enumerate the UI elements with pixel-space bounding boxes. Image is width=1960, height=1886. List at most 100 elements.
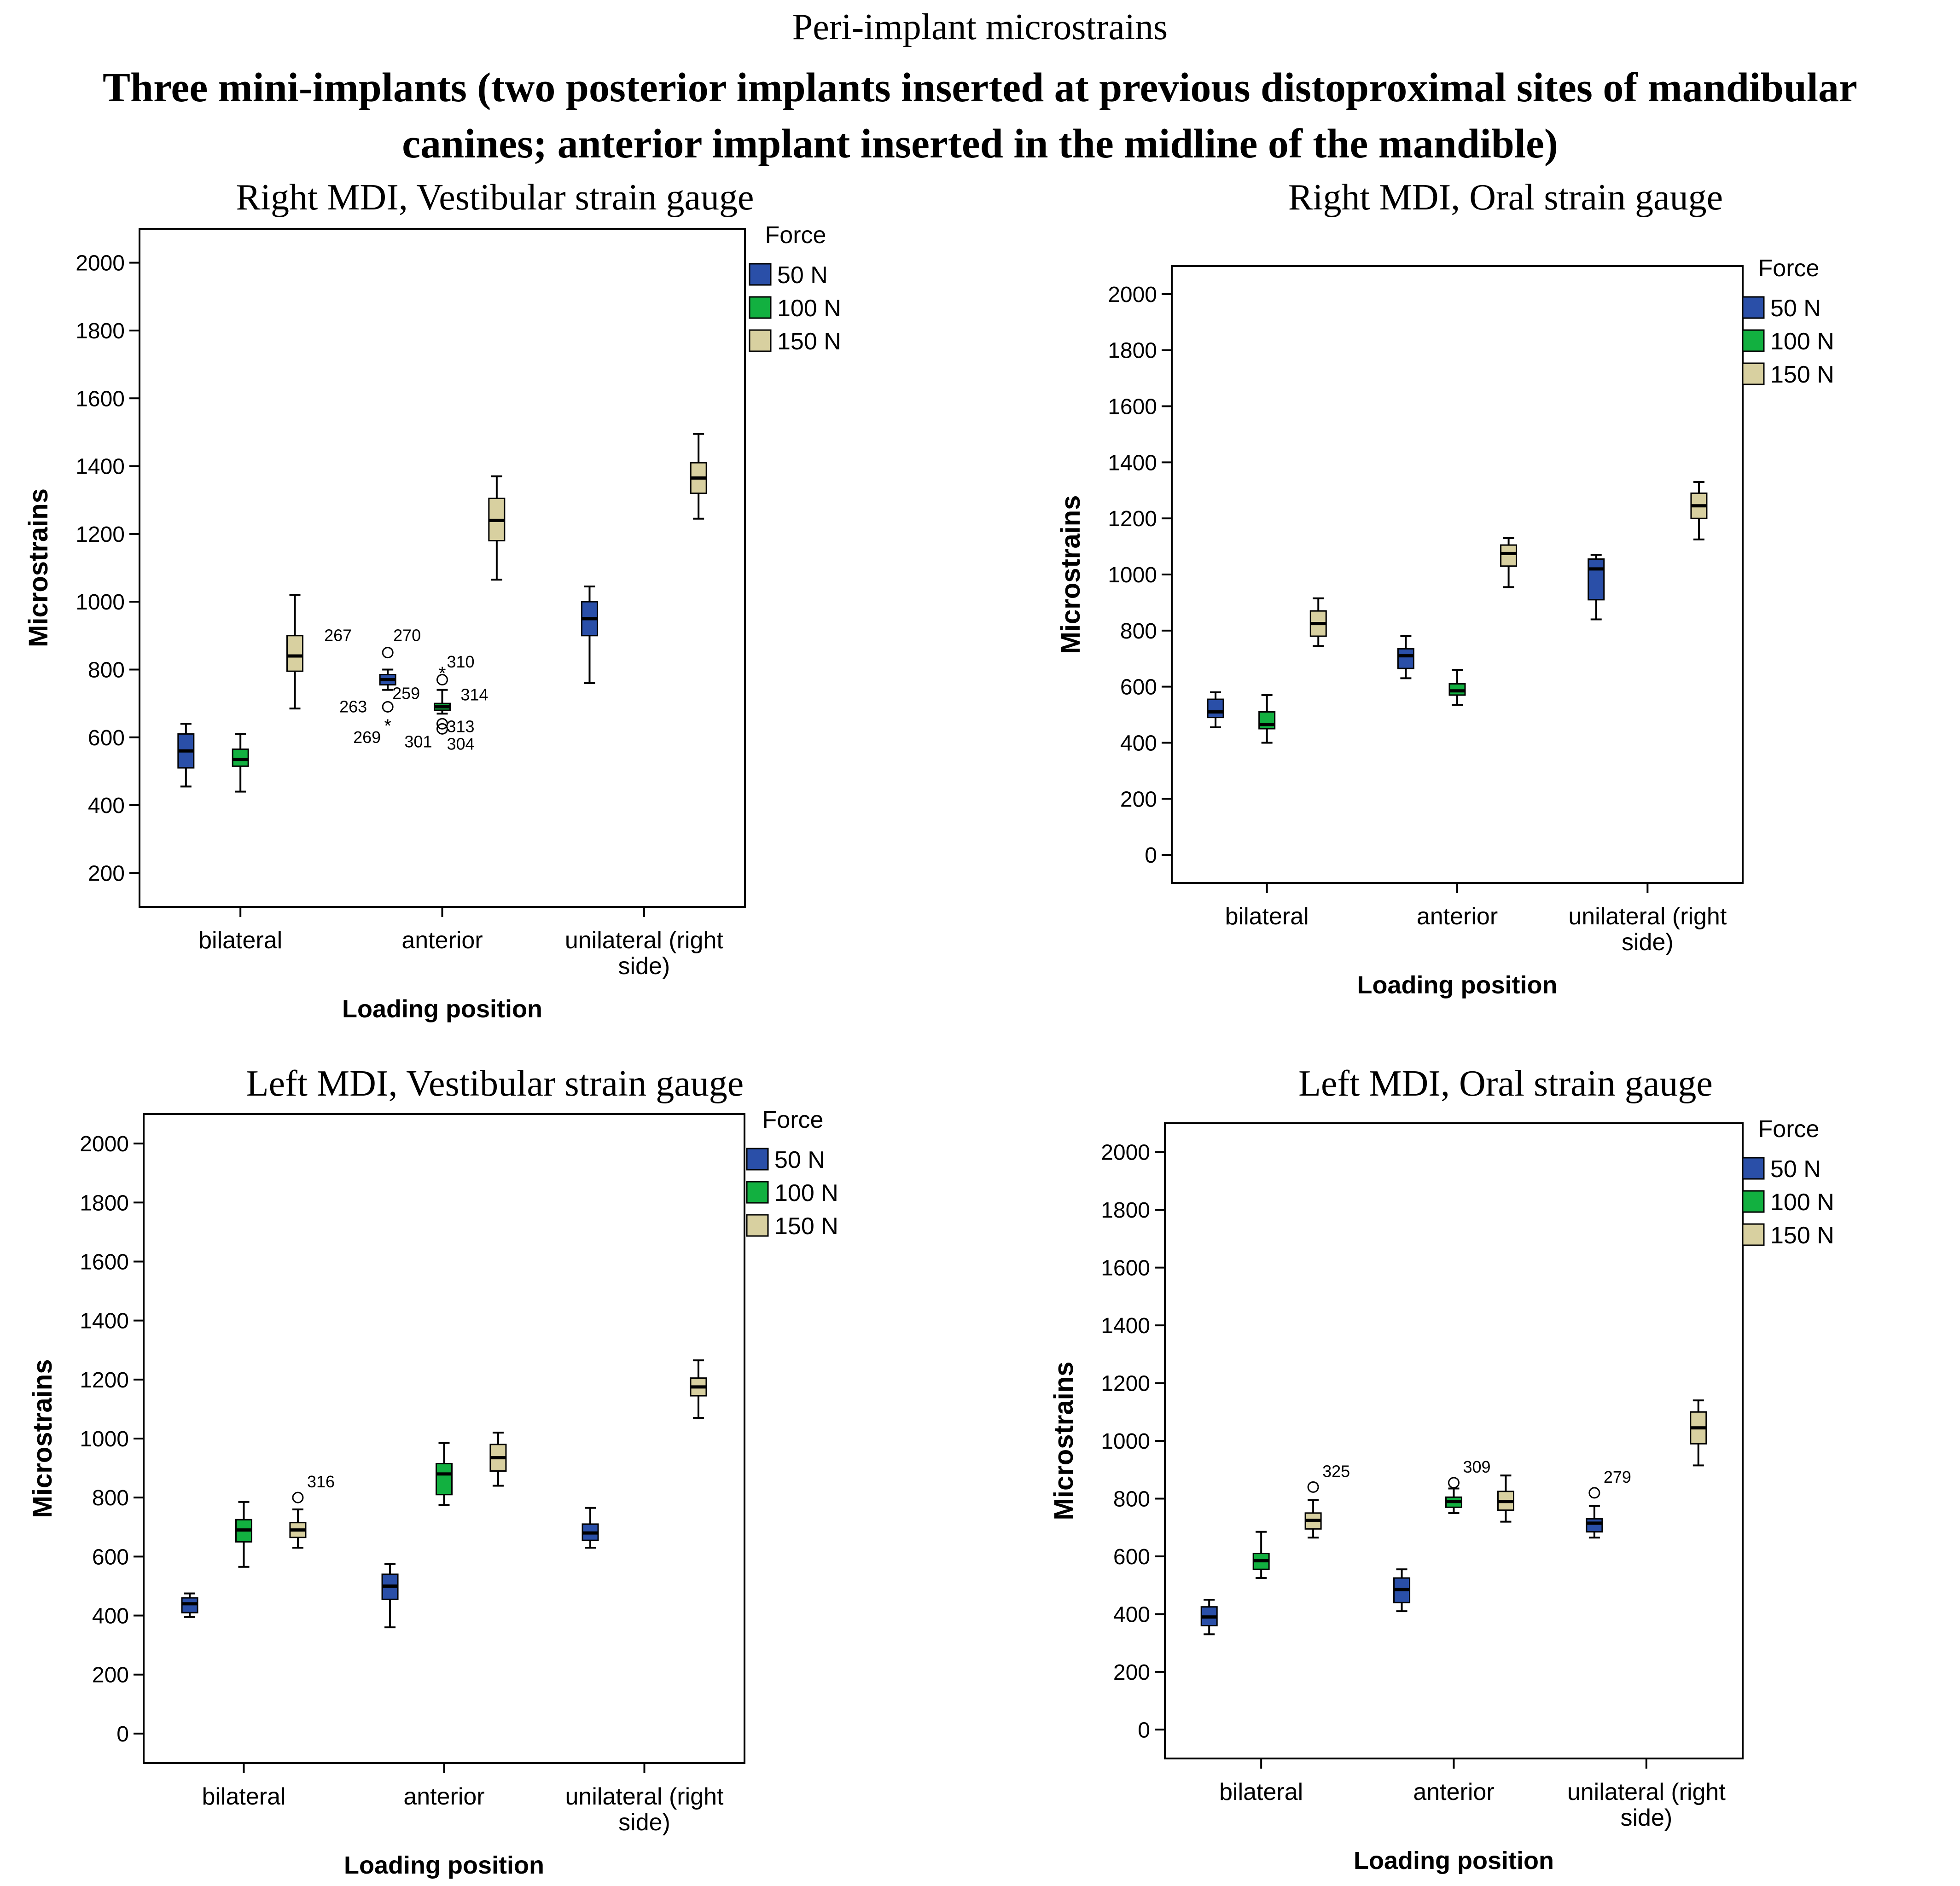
x-axis-label: Loading position <box>1354 1847 1554 1874</box>
outlier-label: 267 <box>324 626 352 645</box>
box-150n-1 <box>1497 1474 1514 1523</box>
chart-panel-3: Left MDI, Vestibular strain gauge 0 200 400… <box>28 1063 838 1879</box>
y-tick-label: 2000 <box>1101 1141 1150 1165</box>
outlier-point <box>436 674 448 686</box>
box-body <box>232 749 249 767</box>
y-axis-label: Microstrains <box>1049 1362 1079 1520</box>
x-tick-label: anterior <box>1417 903 1498 930</box>
y-tick-label: 400 <box>88 794 125 818</box>
box-body <box>1500 544 1518 567</box>
y-tick-label: 1200 <box>1108 507 1157 531</box>
outlier-label: 263 <box>339 697 367 716</box>
outlier-label: 259 <box>392 684 420 703</box>
y-tick-label: 1600 <box>1101 1256 1150 1281</box>
outlier-label: 316 <box>307 1472 335 1491</box>
y-tick-label: 1400 <box>80 1309 129 1334</box>
box-150n-2 <box>690 1359 707 1419</box>
box-100n-0 <box>232 733 249 793</box>
box-50n-2 <box>581 586 598 684</box>
legend-swatch <box>1742 362 1765 385</box>
outlier-point <box>382 647 394 659</box>
chart-panel-1: Right MDI, Vestibular strain gauge 200 400… <box>23 177 841 1023</box>
y-tick-label: 600 <box>88 726 125 750</box>
y-tick-label: 1800 <box>1108 339 1157 363</box>
box-100n-0 <box>1258 694 1276 744</box>
y-tick-label: 1800 <box>1101 1198 1150 1223</box>
y-tick-label: 600 <box>1113 1545 1150 1569</box>
legend-title: Force <box>1758 1116 1820 1143</box>
outlier-label: 310 <box>447 652 475 671</box>
x-axis-label: Loading position <box>1357 971 1558 999</box>
y-tick-label: 1400 <box>1101 1314 1150 1338</box>
legend-swatch <box>1742 296 1765 319</box>
x-tick-label: anterior <box>403 1783 484 1810</box>
y-tick-label: 1200 <box>1101 1372 1150 1396</box>
box-body <box>1258 711 1276 730</box>
x-tick-label: unilateral (right side) <box>565 927 723 980</box>
legend-label: 50 N <box>1770 295 1821 322</box>
box-body <box>1588 558 1605 601</box>
box-100n-0 <box>1252 1531 1270 1579</box>
y-tick-label: 2000 <box>76 251 125 276</box>
legend-label: 150 N <box>1770 1222 1834 1249</box>
box-50n-2 <box>1586 1505 1603 1539</box>
plot-frame <box>1171 265 1744 884</box>
chart-title: Right MDI, Vestibular strain gauge <box>236 177 754 218</box>
y-tick-label: 200 <box>88 861 125 886</box>
x-tick-label-line: unilateral (right <box>565 1783 724 1810</box>
legend-label: 100 N <box>777 295 841 322</box>
y-axis-label: Microstrains <box>28 1359 58 1518</box>
chart-title: Left MDI, Vestibular strain gauge <box>246 1063 744 1104</box>
y-tick-label: 600 <box>92 1545 129 1569</box>
legend-title: Force <box>765 222 826 249</box>
y-tick-label: 0 <box>1145 843 1157 868</box>
chart-panel-2: Right MDI, Oral strain gauge 0 200 400 600 80… <box>1056 177 1834 999</box>
y-axis-label: Microstrains <box>23 488 53 647</box>
figure-main-title: Three mini-implants (two posterior impla… <box>0 60 1960 172</box>
y-tick-label: 1600 <box>1108 395 1157 419</box>
box-50n-1 <box>1397 635 1414 679</box>
outlier-point <box>292 1491 304 1503</box>
y-tick-label: 1600 <box>80 1250 129 1274</box>
box-150n-0 <box>286 594 304 710</box>
y-tick-label: 1400 <box>1108 451 1157 475</box>
y-tick-label: 800 <box>1113 1487 1150 1511</box>
legend-label: 150 N <box>1770 361 1834 388</box>
legend-swatch <box>749 263 772 286</box>
box-150n-1 <box>489 1432 507 1487</box>
y-axis-label: Microstrains <box>1056 495 1086 654</box>
y-tick-label: 2000 <box>1108 283 1157 307</box>
legend-title: Force <box>762 1107 824 1133</box>
y-tick-label: 1000 <box>1108 563 1157 587</box>
outlier-label: 313 <box>447 717 475 736</box>
outlier-point <box>436 723 448 735</box>
box-150n-0 <box>1309 597 1327 647</box>
y-tick-label: 400 <box>1113 1602 1150 1627</box>
extreme-point: * <box>384 716 391 736</box>
box-50n-2 <box>582 1507 599 1549</box>
y-tick-label: 2000 <box>80 1132 129 1156</box>
box-150n-0 <box>289 1508 307 1549</box>
legend-swatch <box>746 1214 769 1237</box>
x-tick-label-line: side) <box>1622 929 1674 956</box>
box-50n-2 <box>1588 554 1605 621</box>
y-tick-label: 1400 <box>76 455 125 479</box>
x-tick-label: unilateral (right side) <box>565 1783 724 1836</box>
box-50n-1 <box>379 668 396 691</box>
plot-frame <box>1164 1122 1744 1759</box>
outlier-point <box>1307 1481 1319 1493</box>
outlier-label: 309 <box>1463 1457 1491 1476</box>
y-tick-label: 1000 <box>1101 1429 1150 1454</box>
outlier-point <box>1448 1477 1460 1489</box>
y-tick-label: 200 <box>92 1663 129 1688</box>
box-body <box>1397 648 1414 669</box>
y-tick-label: 400 <box>1120 731 1157 755</box>
box-100n-1 <box>1448 669 1466 706</box>
y-tick-label: 1600 <box>76 387 125 411</box>
outlier-point <box>436 718 448 730</box>
legend-swatch <box>1742 1223 1765 1246</box>
box-100n-1 <box>436 1442 453 1506</box>
box-body <box>436 1462 453 1496</box>
y-tick-label: 1800 <box>80 1191 129 1215</box>
